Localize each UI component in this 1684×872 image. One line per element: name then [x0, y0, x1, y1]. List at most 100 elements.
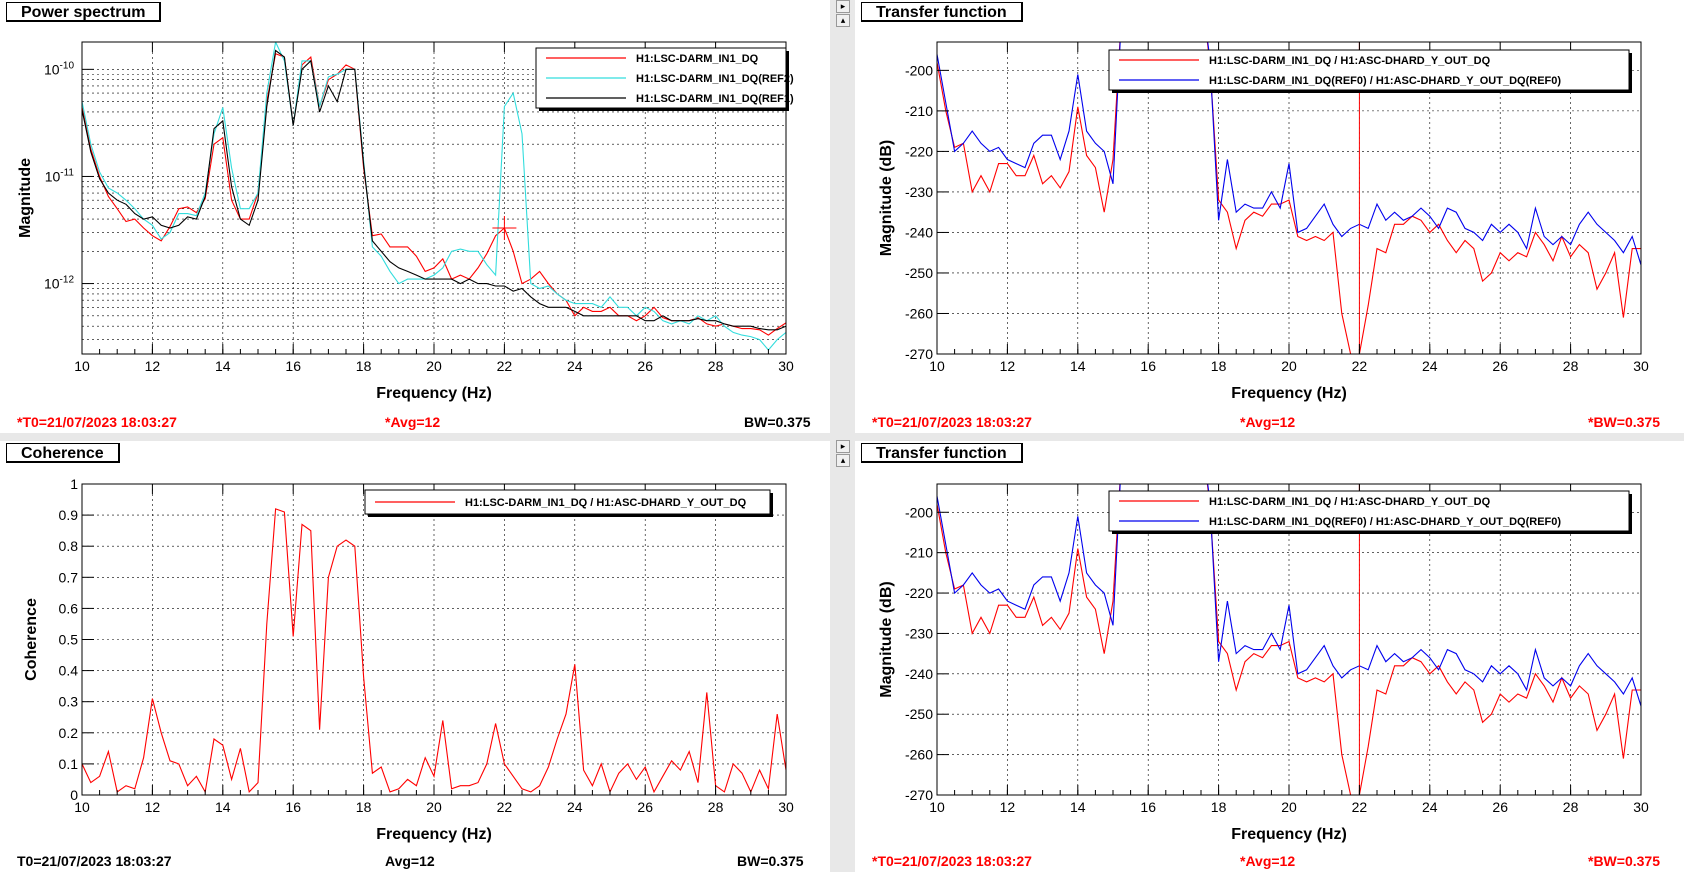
y-axis-label: Magnitude (dB)	[878, 581, 895, 697]
y-tick-label: -250	[905, 265, 933, 281]
bw-readout: BW=0.375	[737, 853, 804, 869]
t0-readout: *T0=21/07/2023 18:03:27	[872, 414, 1032, 430]
t0-readout: *T0=21/07/2023 18:03:27	[872, 853, 1032, 869]
legend-label: H1:LSC-DARM_IN1_DQ / H1:ASC-DHARD_Y_OUT_…	[1209, 55, 1491, 67]
legend: H1:LSC-DARM_IN1_DQ / H1:ASC-DHARD_Y_OUT_…	[364, 489, 773, 517]
transfer-function-pane-top: 10 12 14 16 18 20 22 24 26 28 30 -270 -260 -250 -240 -2…	[855, 0, 1684, 433]
x-tick-label: 12	[1000, 799, 1016, 815]
x-tick-label: 12	[145, 799, 161, 815]
x-tick-label: 10	[74, 799, 90, 815]
status-bar: *T0=21/07/2023 18:03:27 *Avg=12 BW=0.375	[0, 411, 830, 433]
x-axis-label: Frequency (Hz)	[1231, 826, 1347, 843]
x-tick-label: 24	[1422, 358, 1438, 374]
x-tick-label: 28	[708, 358, 724, 374]
x-tick-label: 24	[567, 358, 583, 374]
x-tick-label: 10	[929, 799, 945, 815]
x-tick-label: 18	[356, 799, 372, 815]
y-tick-label: 10-10	[44, 60, 74, 77]
x-tick-label: 26	[1492, 358, 1508, 374]
x-tick-label: 24	[567, 799, 583, 815]
y-tick-label: 0.1	[59, 756, 79, 772]
x-tick-label: 26	[637, 358, 653, 374]
y-tick-label: 0	[70, 787, 78, 803]
series-line	[82, 49, 786, 331]
legend-label: H1:LSC-DARM_IN1_DQ(REF1)	[636, 93, 794, 105]
pane-title: Transfer function	[861, 443, 1023, 463]
scroll-down-button[interactable]: ▸	[836, 440, 850, 453]
legend-label: H1:LSC-DARM_IN1_DQ(REF0) / H1:ASC-DHARD_…	[1209, 516, 1561, 528]
x-axis-label: Frequency (Hz)	[376, 826, 492, 843]
y-tick-label: -200	[905, 504, 933, 520]
y-tick-label: -200	[905, 62, 933, 78]
x-tick-label: 12	[1000, 358, 1016, 374]
x-tick-label: 28	[1563, 358, 1579, 374]
legend-box	[1108, 49, 1630, 91]
legend-label: H1:LSC-DARM_IN1_DQ / H1:ASC-DHARD_Y_OUT_…	[1209, 496, 1491, 508]
status-bar: T0=21/07/2023 18:03:27 Avg=12 BW=0.375	[0, 850, 830, 872]
x-tick-label: 10	[929, 358, 945, 374]
y-tick-label: -270	[905, 346, 933, 362]
x-tick-label: 30	[778, 799, 794, 815]
x-tick-label: 14	[215, 358, 231, 374]
transfer-function-chart-bottom[interactable]: 10 12 14 16 18 20 22 24 26 28 30 -270 -260 -250 -240 -2…	[855, 441, 1684, 850]
y-axis-label: Coherence	[23, 598, 40, 681]
y-tick-label: 0.7	[59, 569, 79, 585]
status-bar: *T0=21/07/2023 18:03:27 *Avg=12 *BW=0.37…	[855, 850, 1684, 872]
x-tick-label: 20	[426, 358, 442, 374]
x-tick-label: 16	[1140, 799, 1156, 815]
y-tick-label: 1	[70, 476, 78, 492]
x-tick-label: 14	[1070, 358, 1086, 374]
x-tick-label: 22	[497, 358, 513, 374]
transfer-function-chart-top[interactable]: 10 12 14 16 18 20 22 24 26 28 30 -270 -260 -250 -240 -2…	[855, 0, 1684, 411]
scroll-down-button[interactable]: ▸	[836, 0, 850, 13]
bw-readout: BW=0.375	[744, 414, 811, 430]
x-tick-label: 28	[1563, 799, 1579, 815]
status-bar: *T0=21/07/2023 18:03:27 *Avg=12 *BW=0.37…	[855, 411, 1684, 433]
y-tick-label: 0.9	[59, 507, 79, 523]
pane-title: Power spectrum	[6, 2, 162, 22]
scroll-up-button[interactable]: ▴	[836, 14, 850, 27]
x-tick-label: 14	[215, 799, 231, 815]
legend: H1:LSC-DARM_IN1_DQ / H1:ASC-DHARD_Y_OUT_…	[1108, 49, 1632, 93]
y-tick-label: -270	[905, 787, 933, 803]
avg-readout: *Avg=12	[385, 414, 441, 430]
pane-title: Transfer function	[861, 2, 1023, 22]
y-tick-label: 0.8	[59, 538, 79, 554]
y-tick-label: -260	[905, 747, 933, 763]
series-group	[82, 508, 786, 794]
y-tick-label: -260	[905, 305, 933, 321]
horizontal-splitter[interactable]	[0, 433, 1684, 441]
bw-readout: *BW=0.375	[1588, 414, 1660, 430]
x-tick-label: 16	[1140, 358, 1156, 374]
scroll-up-button[interactable]: ▴	[836, 454, 850, 467]
x-tick-label: 18	[1211, 358, 1227, 374]
series-group	[82, 42, 786, 351]
x-tick-label: 20	[426, 799, 442, 815]
y-axis-label: Magnitude	[17, 158, 34, 238]
x-tick-label: 28	[708, 799, 724, 815]
x-tick-label: 24	[1422, 799, 1438, 815]
legend: H1:LSC-DARM_IN1_DQ / H1:ASC-DHARD_Y_OUT_…	[1108, 490, 1632, 534]
grid	[81, 483, 787, 796]
legend-label: H1:LSC-DARM_IN1_DQ / H1:ASC-DHARD_Y_OUT_…	[465, 497, 747, 509]
legend-label: H1:LSC-DARM_IN1_DQ(REF0) / H1:ASC-DHARD_…	[1209, 75, 1561, 87]
x-axis-label: Frequency (Hz)	[376, 385, 492, 402]
x-tick-label: 10	[74, 358, 90, 374]
x-tick-label: 30	[1633, 799, 1649, 815]
pane-title: Coherence	[6, 443, 120, 463]
power-spectrum-pane: 10 12 14 16 18 20 22 24 26 28 30 10-12 10-11 10-10 Fre…	[0, 0, 830, 433]
x-tick-label: 22	[1352, 358, 1368, 374]
y-tick-label: 0.5	[59, 632, 79, 648]
legend-box	[1108, 490, 1630, 532]
power-spectrum-chart[interactable]: 10 12 14 16 18 20 22 24 26 28 30 10-12 10-11 10-10 Fre…	[0, 0, 830, 411]
y-tick-label: -240	[905, 666, 933, 682]
x-tick-label: 18	[356, 358, 372, 374]
y-tick-label: -230	[905, 184, 933, 200]
avg-readout: *Avg=12	[1240, 414, 1296, 430]
coherence-chart[interactable]: 10 12 14 16 18 20 22 24 26 28 30 0 0.1 0.2 0.3 0.4 0.5 0.…	[0, 441, 830, 850]
y-tick-label: -210	[905, 103, 933, 119]
legend-label: H1:LSC-DARM_IN1_DQ(REF2)	[636, 73, 794, 85]
y-tick-label: -230	[905, 625, 933, 641]
x-tick-label: 16	[285, 799, 301, 815]
t0-readout: T0=21/07/2023 18:03:27	[17, 853, 172, 869]
